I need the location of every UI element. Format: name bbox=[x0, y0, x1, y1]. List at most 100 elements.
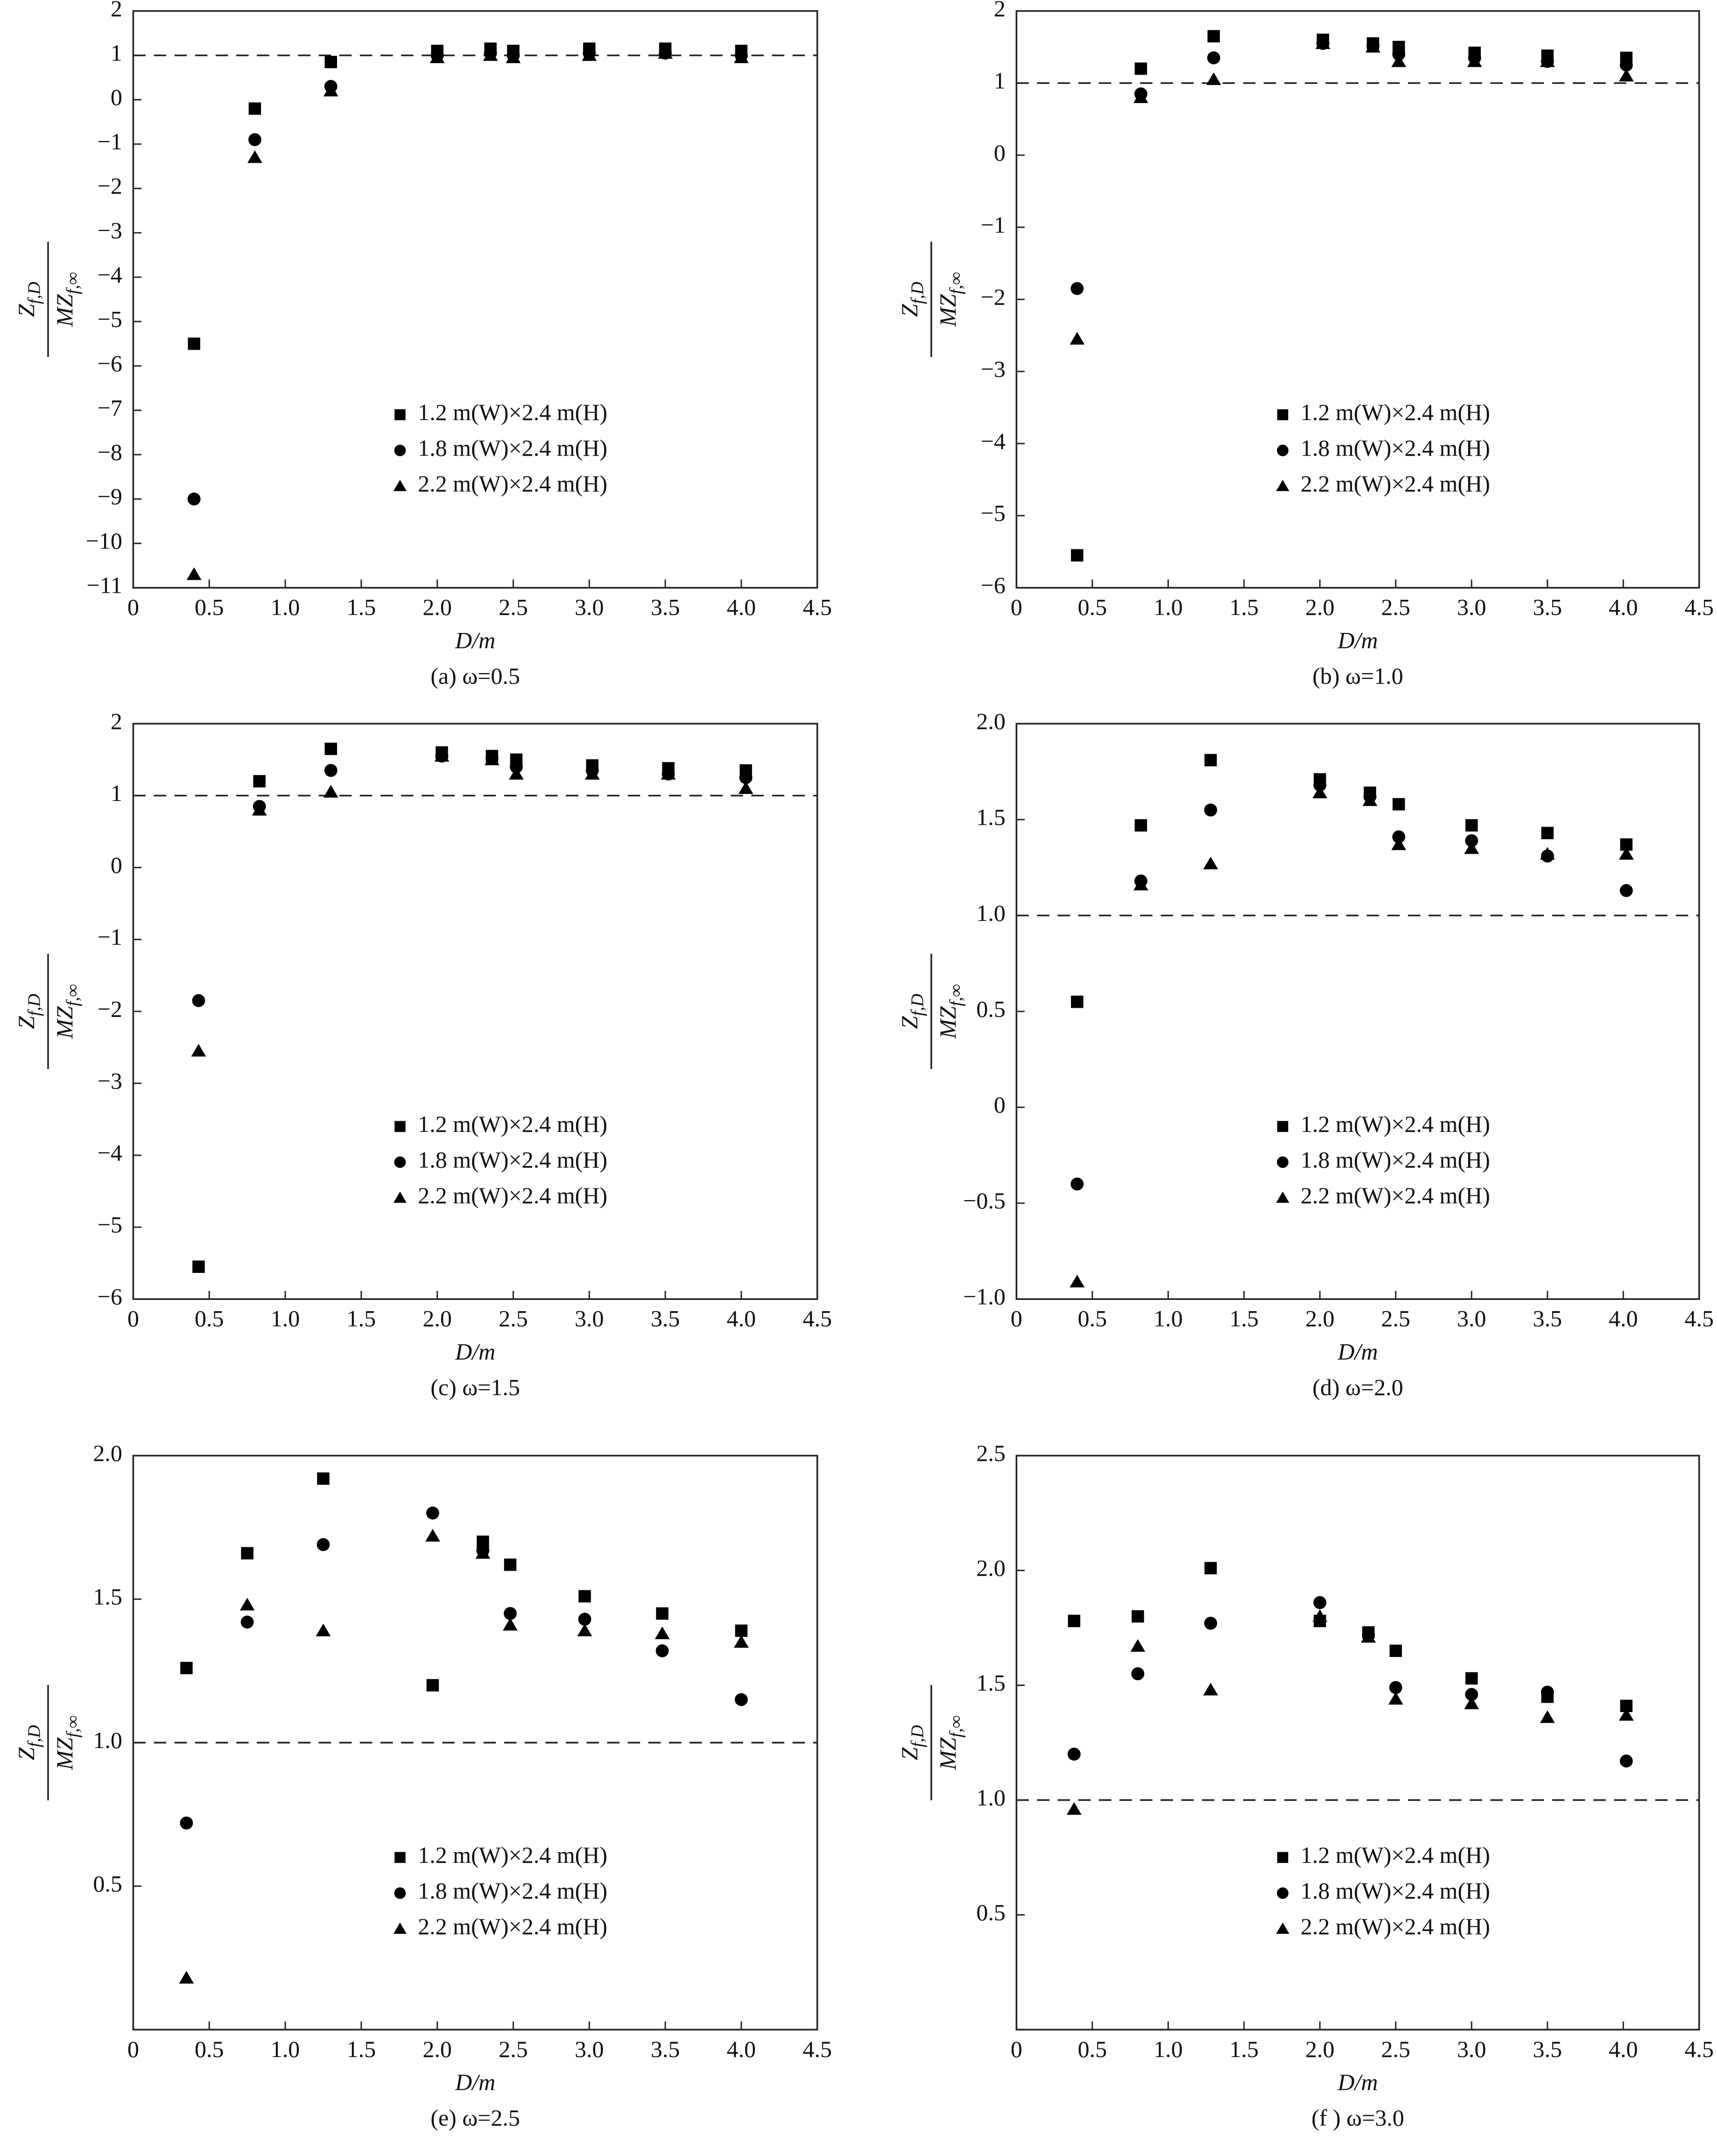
marker-triangle bbox=[1618, 847, 1634, 860]
x-tick-label: 0.5 bbox=[1078, 2036, 1107, 2062]
y-label-denominator: MZf,∞ bbox=[52, 1715, 83, 1770]
marker-triangle bbox=[1618, 1708, 1634, 1721]
panel-caption: (d) ω=2.0 bbox=[1312, 1374, 1403, 1400]
legend-label: 1.8 m(W)×2.4 m(H) bbox=[1301, 1146, 1490, 1173]
legend-label: 1.2 m(W)×2.4 m(H) bbox=[418, 1842, 607, 1868]
marker-triangle bbox=[1203, 857, 1218, 870]
x-axis-label: D/m bbox=[1337, 627, 1378, 653]
marker-triangle bbox=[1130, 1639, 1146, 1652]
y-label-subscript: f,D bbox=[908, 994, 927, 1016]
marker-triangle bbox=[658, 46, 673, 59]
plot-frame bbox=[1015, 723, 1700, 1300]
y-tick-label: 2.0 bbox=[93, 1440, 122, 1466]
y-label-symbol: MZ bbox=[935, 294, 961, 327]
y-tick-label: −1 bbox=[981, 211, 1006, 238]
x-tick-label: 2.0 bbox=[422, 2036, 452, 2062]
y-tick-label: −6 bbox=[98, 1284, 122, 1310]
legend-marker bbox=[394, 1852, 406, 1863]
marker-circle bbox=[324, 764, 338, 777]
marker-triangle bbox=[1070, 1274, 1085, 1288]
y-tick-label: 1 bbox=[111, 780, 122, 806]
plot-frame bbox=[1015, 1454, 1700, 2031]
legend-marker bbox=[1277, 444, 1289, 456]
x-tick-label: 4.0 bbox=[1609, 594, 1638, 620]
marker-triangle bbox=[1066, 1802, 1082, 1815]
x-tick-label: 0 bbox=[127, 594, 139, 620]
y-label-subscript: f,∞ bbox=[63, 272, 83, 294]
y-tick-label: 2 bbox=[111, 0, 122, 21]
marker-square bbox=[241, 1547, 253, 1559]
marker-circle bbox=[1070, 282, 1084, 295]
panel-caption: (a) ω=0.5 bbox=[430, 663, 520, 689]
y-label-symbol: Z bbox=[13, 1016, 39, 1029]
marker-triangle bbox=[661, 767, 676, 780]
x-tick-label: 3.5 bbox=[651, 1306, 680, 1332]
marker-square bbox=[1465, 819, 1478, 832]
marker-square bbox=[426, 1679, 439, 1692]
y-tick-label: 1.0 bbox=[976, 1784, 1006, 1811]
y-tick-label: 1.5 bbox=[976, 1670, 1006, 1696]
marker-circle bbox=[1465, 1688, 1478, 1701]
x-tick-label: 0.5 bbox=[195, 1306, 224, 1332]
y-label-symbol: Z bbox=[13, 303, 39, 317]
y-label-subscript: f,D bbox=[908, 281, 927, 304]
x-tick-label: 1.5 bbox=[347, 1306, 376, 1332]
marker-square bbox=[1207, 30, 1220, 42]
marker-square bbox=[180, 1662, 193, 1674]
y-tick-label: −11 bbox=[87, 572, 122, 598]
y-tick-label: 1 bbox=[111, 40, 122, 66]
x-tick-label: 2.5 bbox=[499, 2036, 528, 2062]
marker-triangle bbox=[734, 1635, 749, 1648]
marker-square bbox=[1204, 1562, 1217, 1574]
marker-triangle bbox=[323, 84, 338, 97]
y-tick-label: −4 bbox=[981, 428, 1006, 454]
y-label-numerator: Zf,D bbox=[13, 1725, 44, 1760]
y-tick-label: −1 bbox=[98, 924, 122, 950]
y-tick-label: 1.5 bbox=[976, 804, 1006, 830]
y-label-symbol: MZ bbox=[935, 1006, 961, 1039]
y-tick-label: 1 bbox=[994, 67, 1006, 93]
x-tick-label: 4.0 bbox=[727, 594, 756, 620]
x-axis-label: D/m bbox=[455, 2069, 495, 2095]
plot-frame bbox=[132, 10, 818, 589]
y-tick-label: −4 bbox=[98, 261, 122, 288]
marker-triangle bbox=[1365, 40, 1380, 53]
y-tick-label: 0 bbox=[994, 140, 1006, 166]
marker-triangle bbox=[483, 48, 498, 61]
y-label-denominator: MZf,∞ bbox=[935, 984, 966, 1039]
y-tick-label: −3 bbox=[98, 217, 122, 243]
x-tick-label: 3.0 bbox=[575, 1306, 604, 1332]
legend-label: 1.8 m(W)×2.4 m(H) bbox=[418, 1877, 607, 1903]
y-tick-label: −8 bbox=[98, 439, 122, 465]
marker-circle bbox=[1207, 51, 1220, 64]
x-tick-label: 0.5 bbox=[195, 594, 224, 620]
x-tick-label: 1.5 bbox=[1230, 1306, 1259, 1332]
x-tick-label: 1.5 bbox=[1230, 2036, 1259, 2062]
legend-label: 1.2 m(W)×2.4 m(H) bbox=[1301, 1111, 1490, 1137]
y-axis-label: Zf,D MZf,∞ bbox=[896, 1685, 966, 1801]
legend-marker bbox=[394, 444, 406, 456]
marker-triangle bbox=[1070, 332, 1085, 345]
marker-circle bbox=[1619, 884, 1633, 897]
y-label-denominator: MZf,∞ bbox=[935, 1715, 966, 1770]
y-tick-label: 2 bbox=[994, 0, 1006, 21]
y-label-denominator: MZf,∞ bbox=[52, 984, 83, 1039]
y-label-subscript: f,∞ bbox=[63, 984, 83, 1006]
marker-circle bbox=[1392, 830, 1406, 843]
marker-square bbox=[656, 1607, 669, 1620]
plot-frame bbox=[132, 723, 818, 1300]
y-label-symbol: MZ bbox=[52, 1006, 78, 1039]
marker-circle bbox=[1204, 1616, 1217, 1630]
marker-triangle bbox=[434, 749, 450, 762]
marker-triangle bbox=[1391, 54, 1407, 67]
y-tick-label: −6 bbox=[981, 572, 1006, 598]
marker-triangle bbox=[252, 803, 267, 816]
x-tick-label: 2.0 bbox=[422, 1306, 452, 1332]
marker-triangle bbox=[1388, 1692, 1403, 1705]
y-label-subscript: f,∞ bbox=[946, 1715, 966, 1737]
legend-marker bbox=[394, 409, 406, 421]
y-label-numerator: Zf,D bbox=[13, 994, 44, 1029]
y-tick-label: −3 bbox=[981, 356, 1006, 382]
x-tick-label: 1.5 bbox=[347, 594, 376, 620]
